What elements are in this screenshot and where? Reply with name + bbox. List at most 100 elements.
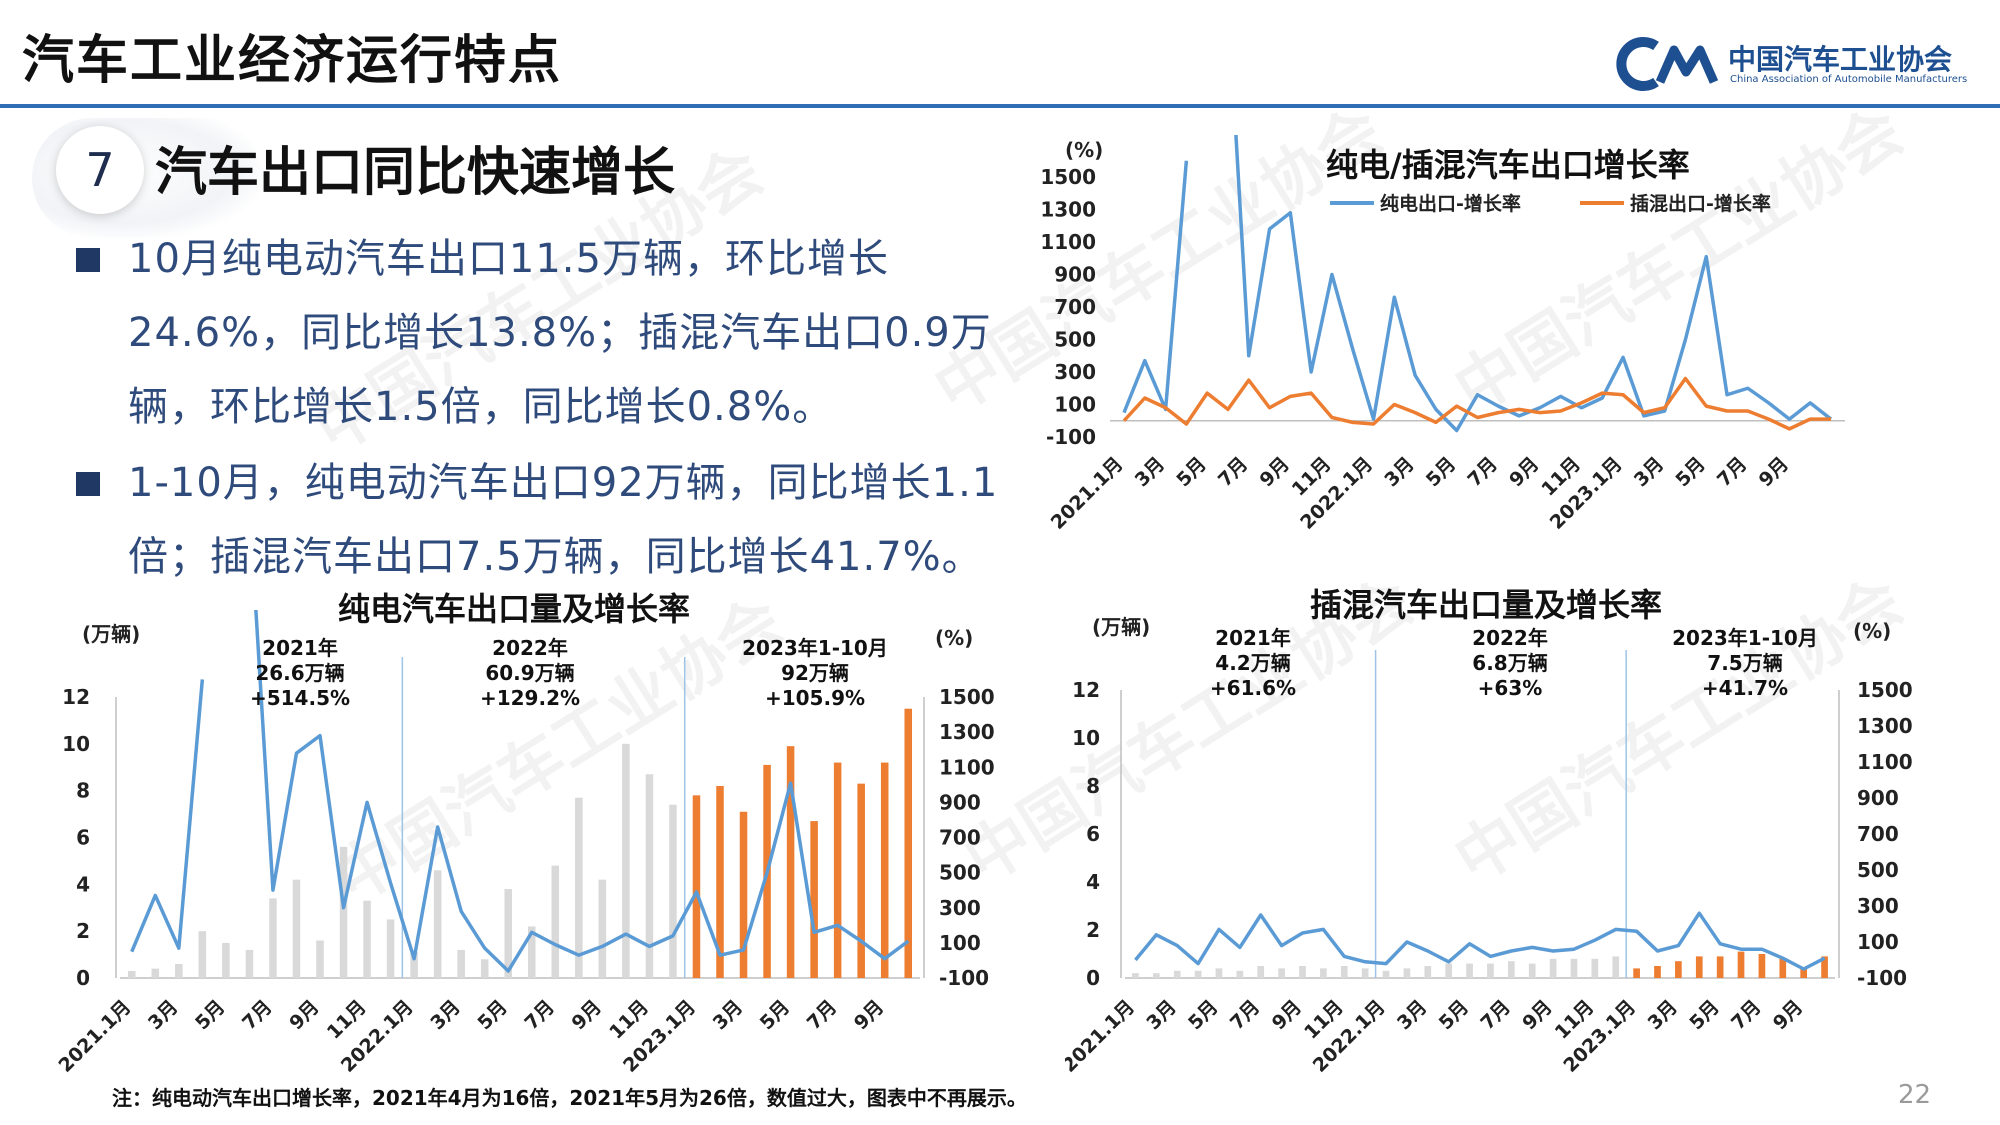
- y-tick-label: 100: [1054, 393, 1096, 417]
- bar-current-year: [786, 746, 795, 978]
- left-tick-label: 8: [76, 779, 90, 803]
- annotation-text: 92万辆: [781, 661, 849, 685]
- chart1-x-tick-label: 3月: [1380, 453, 1418, 491]
- bar-prior-year: [1403, 968, 1411, 978]
- bar-current-year: [880, 762, 889, 978]
- bar-prior-year: [198, 931, 207, 978]
- right-axis-unit: (%): [1853, 619, 1891, 643]
- bar-prior-year: [1152, 973, 1160, 978]
- annotation-text: +105.9%: [765, 686, 865, 710]
- left-tick-label: 2: [1086, 918, 1100, 942]
- y-axis-unit: (%): [1065, 138, 1103, 162]
- association-logo: 中国汽车工业协会 China Association of Automobile…: [1616, 32, 1976, 94]
- right-tick-label: -100: [1857, 966, 1907, 990]
- bar-prior-year: [645, 774, 654, 978]
- annotation-text: 4.2万辆: [1215, 651, 1290, 675]
- bar-prior-year: [292, 879, 301, 978]
- series-line-bev: [1234, 135, 1833, 433]
- annotation-text: 2021年: [1215, 626, 1291, 650]
- logo-name-cn: 中国汽车工业协会: [1728, 43, 1953, 76]
- chart2-x-tick-label: 9月: [285, 996, 323, 1034]
- legend-label: 插混出口-增长率: [1630, 192, 1771, 215]
- chart2-x-tick-label: 3月: [709, 996, 747, 1034]
- chart1-x-tick-label: 5月: [1422, 453, 1460, 491]
- bar-prior-year: [1215, 968, 1223, 978]
- right-tick-label: -100: [939, 966, 989, 990]
- left-axis-unit: (万辆): [1092, 615, 1150, 639]
- bar-prior-year: [575, 797, 583, 978]
- left-tick-label: 4: [76, 872, 90, 896]
- header-divider: [0, 104, 2000, 108]
- chart2-x-tick-label: 2021.1月: [55, 996, 135, 1077]
- chart2-x-tick-label: 9月: [850, 996, 888, 1034]
- bullet-square-icon: [76, 472, 100, 496]
- y-tick-label: 700: [1054, 295, 1096, 319]
- chart3-x-tick-label: 7月: [1226, 996, 1264, 1034]
- right-tick-label: 1100: [1857, 750, 1913, 774]
- chart2-x-tick-label: 7月: [803, 996, 841, 1034]
- right-tick-label: 1300: [1857, 714, 1913, 738]
- growth-line: [130, 679, 205, 953]
- bar-current-year: [810, 821, 818, 978]
- bar-current-year: [1633, 968, 1640, 978]
- bullet-text: 1-10月，纯电动汽车出口92万辆，同比增长1.1倍；插混汽车出口7.5万辆，同…: [128, 460, 999, 580]
- bullet-square-icon: [76, 248, 100, 272]
- bar-prior-year: [410, 952, 418, 978]
- right-tick-label: 1500: [1857, 678, 1913, 702]
- annotation-text: 2022年: [1472, 626, 1548, 650]
- bar-prior-year: [386, 919, 395, 978]
- bar-prior-year: [1382, 970, 1390, 978]
- page-title: 汽车工业经济运行特点: [22, 31, 563, 91]
- bar-current-year: [833, 762, 842, 978]
- bev-export-chart: (万辆) (%) 12 10 8 6 4 2 0 1500 1300 1100 900 700 500 300…: [55, 610, 995, 1077]
- right-tick-label: 100: [939, 931, 981, 955]
- bar-current-year: [1716, 956, 1724, 978]
- cam-logo-icon: [1616, 37, 1719, 91]
- annotation-text: +63%: [1478, 676, 1543, 700]
- chart2-x-tick-label: 5月: [756, 996, 794, 1034]
- legend-label: 纯电出口-增长率: [1380, 192, 1521, 215]
- chart3-x-tick-label: 5月: [1685, 996, 1723, 1034]
- bar-prior-year: [1424, 966, 1432, 978]
- bar-prior-year: [669, 804, 677, 978]
- bar-prior-year: [1591, 958, 1599, 978]
- bar-current-year: [1821, 956, 1828, 978]
- bar-prior-year: [245, 949, 254, 978]
- phev-export-chart: (万辆) (%) 12 10 8 6 4 2 0 1500 1300 1100 900 700 500 300…: [1065, 615, 1913, 1077]
- right-tick-label: 1100: [939, 755, 995, 779]
- bar-prior-year: [316, 940, 324, 978]
- bar-current-year: [1675, 961, 1682, 978]
- chart1-x-tick-label: 5月: [1172, 453, 1210, 491]
- left-tick-label: 6: [1086, 822, 1100, 846]
- annotation-text: 7.5万辆: [1707, 651, 1782, 675]
- footnote: 注：纯电动汽车出口增长率，2021年4月为16倍，2021年5月为26倍，数值过…: [112, 1086, 1027, 1110]
- bar-prior-year: [363, 900, 371, 978]
- left-tick-label: 8: [1086, 774, 1100, 798]
- chart2-x-tick-label: 5月: [473, 996, 511, 1034]
- bar-prior-year: [1194, 970, 1202, 978]
- y-tick-label: -100: [1046, 425, 1096, 449]
- bar-prior-year: [1361, 968, 1369, 978]
- chart-title-phev: 插混汽车出口量及增长率: [1310, 586, 1663, 624]
- right-tick-label: 500: [939, 861, 981, 885]
- bar-prior-year: [1236, 970, 1244, 978]
- left-tick-label: 0: [76, 966, 90, 990]
- chart3-x-tick-label: 9月: [1769, 996, 1807, 1034]
- right-tick-label: 300: [1857, 894, 1899, 918]
- right-tick-label: 700: [939, 826, 981, 850]
- annotation-text: 2023年1-10月: [1672, 626, 1818, 650]
- bar-prior-year: [1132, 973, 1139, 978]
- bar-prior-year: [175, 963, 183, 978]
- growth-line: [254, 610, 910, 973]
- bar-prior-year: [622, 743, 630, 978]
- chart1-x-tick-label: 2021.1月: [1047, 453, 1128, 534]
- bar-prior-year: [128, 970, 136, 978]
- chart1-x-tick-label: 3月: [1630, 453, 1668, 491]
- chart1-x-tick-label: 7月: [1713, 453, 1751, 491]
- y-tick-label: 300: [1054, 360, 1096, 384]
- bar-prior-year: [1549, 958, 1557, 978]
- left-tick-label: 4: [1086, 870, 1100, 894]
- bar-prior-year: [339, 846, 348, 978]
- chart1-x-tick-label: 5月: [1671, 453, 1709, 491]
- logo-name-en: China Association of Automobile Manufact…: [1730, 74, 1968, 85]
